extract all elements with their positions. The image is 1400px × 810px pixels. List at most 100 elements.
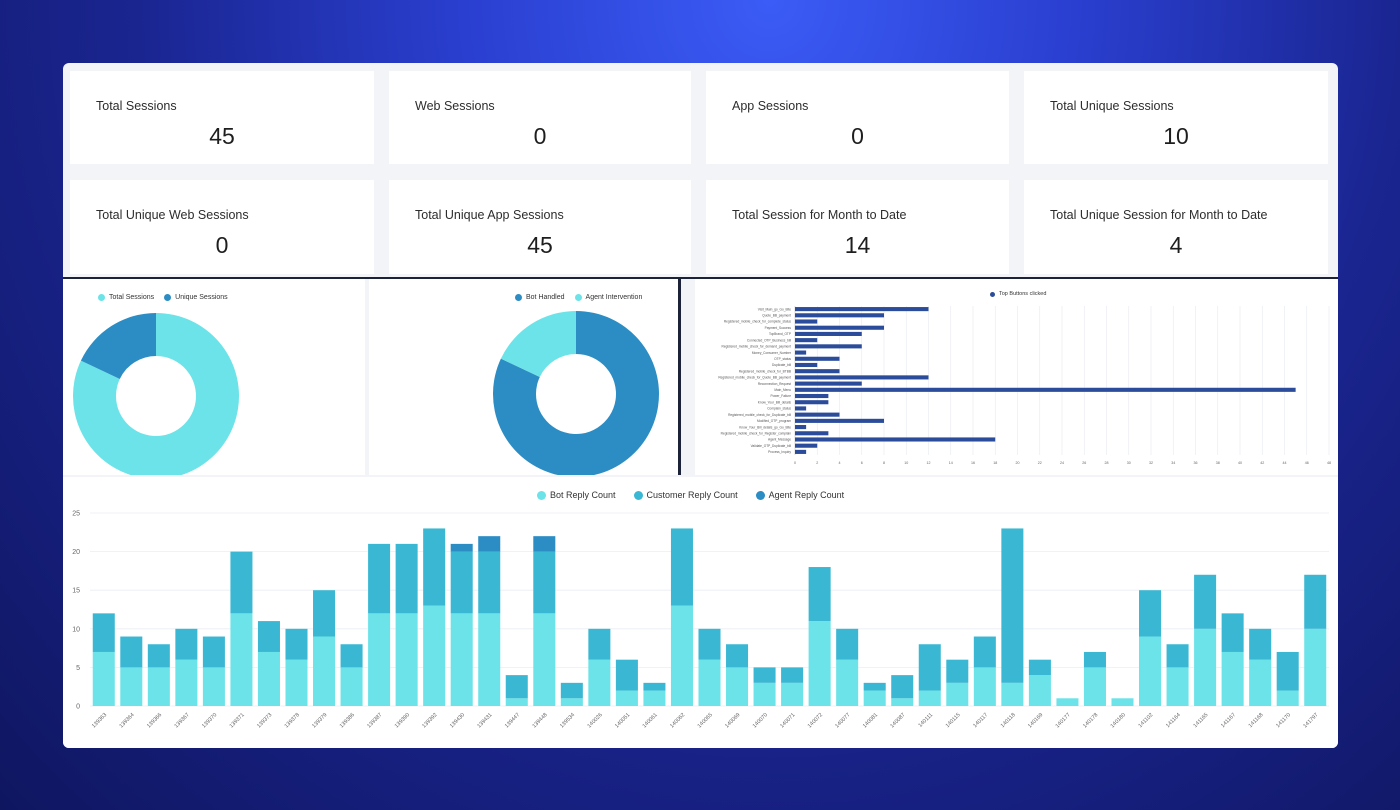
- bar[interactable]: [795, 325, 884, 330]
- bar[interactable]: [795, 350, 807, 355]
- bar-segment[interactable]: [781, 682, 804, 706]
- handling-donut-slice[interactable]: [493, 311, 659, 475]
- bar[interactable]: [795, 319, 818, 324]
- bar-segment[interactable]: [726, 667, 749, 706]
- bar-segment[interactable]: [450, 543, 473, 552]
- bar-segment[interactable]: [670, 605, 693, 706]
- bar-segment[interactable]: [285, 628, 308, 660]
- bar-segment[interactable]: [1304, 574, 1327, 629]
- legend-item-customer-reply[interactable]: Customer Reply Count: [633, 490, 738, 500]
- bar-segment[interactable]: [92, 613, 115, 652]
- bar-segment[interactable]: [1028, 675, 1051, 706]
- bar-segment[interactable]: [202, 667, 225, 706]
- bar-segment[interactable]: [836, 628, 859, 660]
- bar[interactable]: [795, 381, 862, 386]
- legend-item-agent-intervention[interactable]: Agent Intervention: [574, 294, 642, 301]
- bar[interactable]: [795, 412, 840, 417]
- bar-segment[interactable]: [918, 644, 941, 691]
- bar[interactable]: [795, 313, 884, 318]
- bar-segment[interactable]: [313, 636, 336, 706]
- bar-segment[interactable]: [120, 636, 143, 668]
- bar-segment[interactable]: [147, 667, 170, 706]
- sessions-donut-slice[interactable]: [80, 313, 156, 379]
- legend-item-bot-reply[interactable]: Bot Reply Count: [537, 490, 616, 500]
- bar-segment[interactable]: [1249, 628, 1272, 660]
- bar-segment[interactable]: [257, 651, 280, 706]
- bar[interactable]: [795, 356, 840, 361]
- bar-segment[interactable]: [478, 536, 501, 552]
- bar-segment[interactable]: [781, 667, 804, 683]
- legend-item-unique-sessions[interactable]: Unique Sessions: [164, 294, 228, 301]
- bar[interactable]: [795, 425, 807, 430]
- bar[interactable]: [795, 375, 929, 380]
- bar[interactable]: [795, 331, 862, 336]
- bar-segment[interactable]: [1276, 651, 1299, 691]
- bar-segment[interactable]: [1056, 698, 1079, 706]
- bar-segment[interactable]: [753, 682, 776, 706]
- bar-segment[interactable]: [615, 659, 638, 691]
- bar[interactable]: [795, 393, 829, 399]
- bar-segment[interactable]: [1001, 528, 1024, 683]
- bar-segment[interactable]: [533, 536, 556, 552]
- sessions-donut-slice[interactable]: [73, 313, 239, 475]
- bar-segment[interactable]: [1221, 613, 1244, 652]
- bar-segment[interactable]: [505, 675, 528, 699]
- bar-segment[interactable]: [808, 567, 831, 622]
- bar-segment[interactable]: [450, 551, 473, 614]
- bar[interactable]: [795, 338, 818, 343]
- bar-segment[interactable]: [973, 667, 996, 706]
- bar-segment[interactable]: [120, 667, 143, 706]
- bar-segment[interactable]: [698, 659, 721, 706]
- bar-segment[interactable]: [230, 613, 253, 706]
- bar-segment[interactable]: [395, 613, 418, 706]
- bar-segment[interactable]: [836, 659, 859, 706]
- bar-segment[interactable]: [313, 590, 336, 637]
- bar-segment[interactable]: [946, 659, 969, 683]
- bar-segment[interactable]: [230, 551, 253, 614]
- bar-segment[interactable]: [588, 628, 611, 660]
- legend-item-top-buttons[interactable]: Top Buttons clicked: [990, 291, 1046, 297]
- bar-segment[interactable]: [973, 636, 996, 668]
- bar-segment[interactable]: [505, 698, 528, 706]
- bar-segment[interactable]: [615, 690, 638, 706]
- bar-segment[interactable]: [533, 551, 556, 614]
- bar-segment[interactable]: [92, 651, 115, 706]
- bar[interactable]: [795, 387, 1296, 392]
- bar-segment[interactable]: [643, 690, 666, 706]
- bar[interactable]: [795, 369, 840, 374]
- bar-segment[interactable]: [863, 690, 886, 706]
- bar-segment[interactable]: [478, 613, 501, 706]
- bar-segment[interactable]: [1139, 636, 1162, 706]
- bar-segment[interactable]: [863, 682, 886, 691]
- bar-segment[interactable]: [643, 682, 666, 691]
- bar[interactable]: [795, 418, 884, 423]
- bar-segment[interactable]: [478, 551, 501, 614]
- bar-segment[interactable]: [918, 690, 941, 706]
- bar-segment[interactable]: [1194, 574, 1217, 629]
- bar-segment[interactable]: [340, 644, 363, 668]
- bar-segment[interactable]: [423, 605, 446, 706]
- bar[interactable]: [795, 400, 829, 405]
- legend-item-bot-handled[interactable]: Bot Handled: [515, 294, 565, 301]
- bar-segment[interactable]: [147, 644, 170, 668]
- bar-segment[interactable]: [202, 636, 225, 668]
- bar-segment[interactable]: [808, 621, 831, 706]
- bar-segment[interactable]: [257, 621, 280, 652]
- bar-segment[interactable]: [588, 659, 611, 706]
- bar-segment[interactable]: [340, 667, 363, 706]
- bar-segment[interactable]: [1083, 651, 1106, 668]
- bar-segment[interactable]: [1111, 698, 1134, 706]
- bar-segment[interactable]: [1304, 628, 1327, 706]
- bar-segment[interactable]: [450, 613, 473, 706]
- handling-donut-slice[interactable]: [500, 311, 576, 377]
- bar-segment[interactable]: [285, 659, 308, 706]
- bar-segment[interactable]: [1166, 644, 1189, 668]
- bar-segment[interactable]: [946, 682, 969, 706]
- bar[interactable]: [795, 362, 818, 368]
- bar-segment[interactable]: [560, 682, 583, 699]
- legend-item-total-sessions[interactable]: Total Sessions: [98, 294, 154, 301]
- bar[interactable]: [795, 431, 829, 436]
- bar[interactable]: [795, 443, 818, 448]
- bar-segment[interactable]: [891, 675, 914, 699]
- bar-segment[interactable]: [175, 659, 198, 706]
